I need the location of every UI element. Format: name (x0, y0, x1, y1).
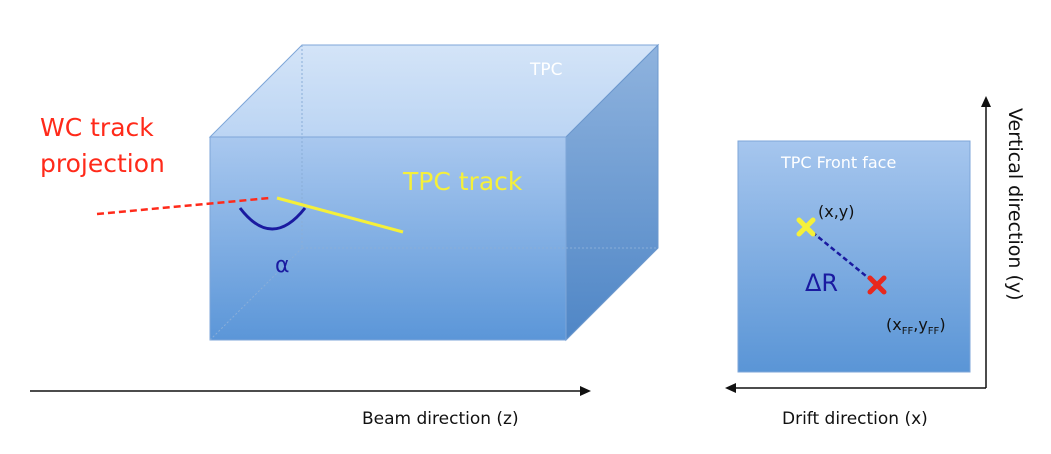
delta-r-label: ΔR (805, 269, 838, 297)
xy-point-marker (796, 217, 816, 237)
ff-point-marker (867, 275, 887, 295)
xy-point-label: (x,y) (818, 202, 855, 221)
wc-track-label-line1: WC track (40, 113, 154, 142)
angle-label: α (275, 253, 290, 278)
angle-arc (238, 207, 307, 231)
tpc-box-front-face (209, 136, 567, 341)
tracks: α TPC track WC track projection (40, 113, 523, 278)
beam-axis: Beam direction (z) (30, 386, 591, 429)
tpc-box: TPC (208, 43, 660, 342)
tpc-track-line (276, 196, 404, 234)
delta-r-line (805, 226, 878, 286)
vertical-axis-label: Vertical direction (y) (1004, 108, 1026, 301)
drift-axis-arrowhead (725, 383, 736, 393)
tpc-box-hidden-edge-depth (209, 247, 303, 341)
beam-axis-arrowhead (580, 386, 591, 396)
tpc-track-label: TPC track (402, 167, 523, 196)
tpc-box-title: TPC (529, 60, 563, 80)
front-face-panel: TPC Front face (x,y) ΔR (xFF,yFF) (737, 140, 971, 373)
drift-axis: Drift direction (x) (725, 383, 986, 429)
wc-track-projection-line (96, 196, 271, 216)
vertical-axis: Vertical direction (y) (981, 96, 1026, 388)
drift-axis-label: Drift direction (x) (782, 409, 928, 429)
front-face-title: TPC Front face (780, 153, 896, 172)
ff-point-label: (xFF,yFF) (886, 315, 946, 337)
beam-axis-label: Beam direction (z) (362, 409, 519, 429)
front-face-rect (737, 140, 971, 373)
wc-track-label-line2: projection (40, 149, 165, 178)
vertical-axis-arrowhead (981, 96, 991, 107)
